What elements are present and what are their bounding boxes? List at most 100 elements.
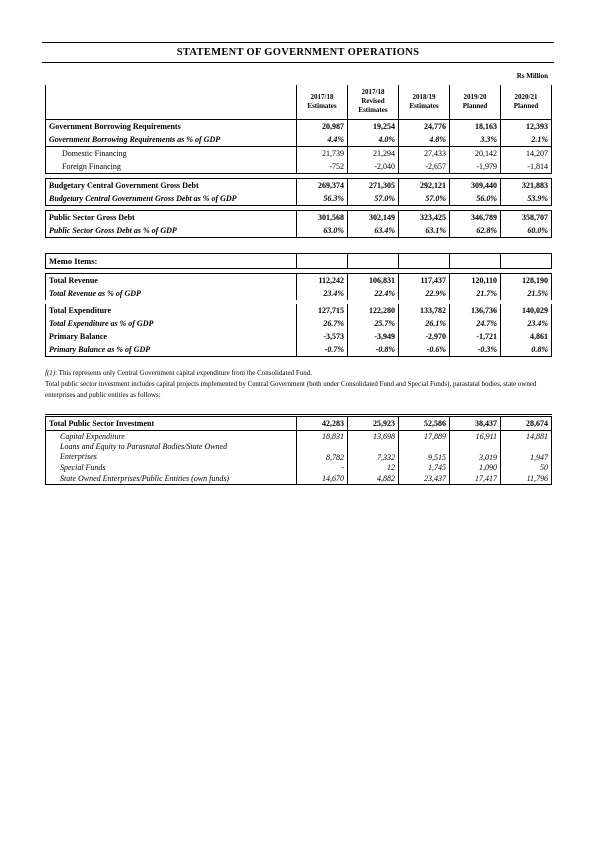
value-cell: 2.1% <box>500 132 552 147</box>
value-cell: 21,294 <box>347 146 399 160</box>
value-cell: 53.9% <box>500 191 552 206</box>
footnote-1: f(1): This represents only Central Gover… <box>45 369 312 377</box>
value-cell: -0.3% <box>449 343 501 357</box>
value-cell: 20,987 <box>296 118 348 133</box>
row-label: Budgetary Central Government Gross Debt <box>45 177 297 192</box>
value-cell: 4,861 <box>500 330 552 343</box>
value-cell: 1,745 <box>398 462 450 473</box>
row-label: Primary Balance as % of GDP <box>45 343 297 357</box>
row-label: Total Expenditure <box>45 304 297 317</box>
header-label-cell <box>45 85 297 119</box>
value-cell: 27,433 <box>398 146 450 160</box>
value-cell: 127,715 <box>296 304 348 317</box>
value-cell: -0.7% <box>296 343 348 357</box>
table-row: Government Borrowing Requirements as % o… <box>45 132 552 147</box>
value-cell: 21.7% <box>449 287 501 300</box>
table-row: State Owned Enterprises/Public Entities … <box>45 473 552 485</box>
row-label: Loans and Equity to Parastatal Bodies/St… <box>45 442 297 462</box>
footnotes: f(1): This represents only Central Gover… <box>45 368 555 401</box>
value-cell: 4.0% <box>347 132 399 147</box>
value-cell: -2,657 <box>398 159 450 174</box>
value-cell: -1,814 <box>500 159 552 174</box>
value-cell: 4,882 <box>347 473 399 485</box>
row-label: Budgetary Central Government Gross Debt … <box>45 191 297 206</box>
table-row: Domestic Financing 21,739 21,294 27,433 20,1… <box>45 146 552 160</box>
value-cell: 302,149 <box>347 209 399 224</box>
value-cell: 4.4% <box>296 132 348 147</box>
value-cell: 16,911 <box>449 430 501 442</box>
row-label: Total Revenue as % of GDP <box>45 287 297 300</box>
value-cell: 18,163 <box>449 118 501 133</box>
table-row: Total Expenditure 127,715 122,280 133,782 13… <box>45 304 552 317</box>
units-label: Rs Million <box>516 72 548 80</box>
value-cell: 23.4% <box>296 287 348 300</box>
value-cell: - <box>296 462 348 473</box>
table-row: Primary Balance -3,573 -3,949 -2,970 -1,721 4… <box>45 330 552 343</box>
table-row: Total Revenue 112,242 106,831 117,437 120,11… <box>45 273 552 287</box>
value-cell: 17,889 <box>398 430 450 442</box>
memo-heading-row: Memo Items: <box>45 253 552 269</box>
value-cell: 358,707 <box>500 209 552 224</box>
value-cell: 0.8% <box>500 343 552 357</box>
value-cell: 346,789 <box>449 209 501 224</box>
value-cell: -0.6% <box>398 343 450 357</box>
memo-items-table: Memo Items: Total Revenue 112,242 106,831 1… <box>45 253 552 357</box>
row-label: State Owned Enterprises/Public Entities … <box>45 473 297 485</box>
header-row: 2017/18 Estimates 2017/18 Revised Estimate… <box>45 85 552 119</box>
value-cell: 4.8% <box>398 132 450 147</box>
value-cell: 20,142 <box>449 146 501 160</box>
value-cell: 52,586 <box>398 414 450 431</box>
table-row: Capital Expenditure 18,831 13,698 17,889 16,… <box>45 430 552 442</box>
value-cell: 128,190 <box>500 273 552 287</box>
value-cell: -752 <box>296 159 348 174</box>
row-label-line2: Enterprises <box>60 452 97 461</box>
value-cell: 22.4% <box>347 287 399 300</box>
value-cell: 42,283 <box>296 414 348 431</box>
row-label: Public Sector Gross Debt <box>45 209 297 224</box>
government-operations-table: 2017/18 Estimates 2017/18 Revised Estimate… <box>45 85 552 238</box>
table-row: Total Revenue as % of GDP 23.4% 22.4% 22.9%… <box>45 287 552 300</box>
value-cell: 140,029 <box>500 304 552 317</box>
value-cell: -1,979 <box>449 159 501 174</box>
value-cell: 106,831 <box>347 273 399 287</box>
footnote-2: Total public sector investment includes … <box>45 380 537 399</box>
value-cell: 136,736 <box>449 304 501 317</box>
value-cell: 292,121 <box>398 177 450 192</box>
value-cell: 13,698 <box>347 430 399 442</box>
public-sector-investment-table: Total Public Sector Investment 42,283 25,9… <box>45 414 552 485</box>
value-cell: 25.7% <box>347 317 399 330</box>
value-cell: 63.0% <box>296 223 348 238</box>
value-cell: 24.7% <box>449 317 501 330</box>
table-row: Total Expenditure as % of GDP 26.7% 25.7% 2… <box>45 317 552 330</box>
value-cell: 63.4% <box>347 223 399 238</box>
value-cell: 56.3% <box>296 191 348 206</box>
value-cell: 12,393 <box>500 118 552 133</box>
value-cell: 1,947 <box>500 442 552 462</box>
row-label-line1: Loans and Equity to Parastatal Bodies/St… <box>60 442 228 451</box>
value-cell: 21.5% <box>500 287 552 300</box>
value-cell: -0.8% <box>347 343 399 357</box>
value-cell: 3.3% <box>449 132 501 147</box>
row-label: Total Expenditure as % of GDP <box>45 317 297 330</box>
header-col-1: 2017/18 Estimates <box>296 85 348 119</box>
row-label: Total Revenue <box>45 273 297 287</box>
table-row: Government Borrowing Requirements 20,987 1… <box>45 118 552 133</box>
table-row: Budgetary Central Government Gross Debt 2… <box>45 177 552 192</box>
value-cell: 14,881 <box>500 430 552 442</box>
header-col-5: 2020/21 Planned <box>500 85 552 119</box>
value-cell: 57.0% <box>347 191 399 206</box>
value-cell: 11,796 <box>500 473 552 485</box>
row-label: Total Public Sector Investment <box>45 414 297 431</box>
header-col-3: 2018/19 Estimates <box>398 85 450 119</box>
value-cell: 117,437 <box>398 273 450 287</box>
value-cell: 14,670 <box>296 473 348 485</box>
value-cell: 23,437 <box>398 473 450 485</box>
value-cell: 60.0% <box>500 223 552 238</box>
value-cell: 309,440 <box>449 177 501 192</box>
value-cell: 271,305 <box>347 177 399 192</box>
value-cell: -2,040 <box>347 159 399 174</box>
value-cell: 17,417 <box>449 473 501 485</box>
value-cell: 21,739 <box>296 146 348 160</box>
table-row: Public Sector Gross Debt as % of GDP 63.0… <box>45 223 552 238</box>
header-col-4: 2019/20 Planned <box>449 85 501 119</box>
